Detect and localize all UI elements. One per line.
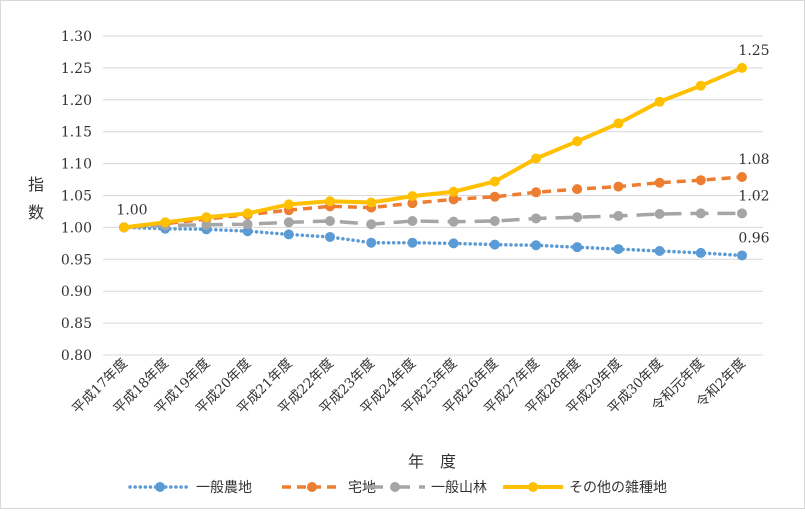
- y-tick-label: 1.30: [61, 29, 92, 45]
- y-tick-label: 0.95: [61, 252, 92, 268]
- legend-item: その他の雑種地: [503, 480, 667, 496]
- data-point: [448, 186, 459, 197]
- legend-label: 一般山林: [431, 480, 487, 496]
- y-tick-label: 1.10: [61, 157, 92, 173]
- legend-label: 宅地: [348, 480, 376, 496]
- data-point: [654, 96, 665, 107]
- data-point: [283, 217, 294, 228]
- legend: 一般農地 宅地 一般山林 その他の雑種地: [128, 480, 667, 496]
- data-point: [613, 118, 624, 129]
- y-tick-label: 1.20: [61, 93, 92, 109]
- data-point: [407, 198, 418, 209]
- data-point: [737, 208, 747, 219]
- legend-item: 宅地: [282, 480, 376, 496]
- y-axis-label-char: 数: [28, 203, 44, 222]
- data-point: [613, 181, 624, 192]
- data-point: [407, 216, 418, 227]
- series-4: [119, 62, 747, 233]
- data-point: [737, 62, 747, 73]
- data-point: [654, 209, 665, 220]
- data-point: [160, 217, 171, 228]
- data-point: [283, 199, 294, 210]
- data-point: [531, 213, 541, 224]
- data-point: [242, 226, 253, 237]
- series-line: [123, 175, 743, 230]
- data-point: [201, 212, 212, 223]
- data-point: [654, 246, 665, 257]
- data-label: 1.25: [738, 43, 769, 59]
- data-point: [489, 191, 500, 202]
- y-tick-label: 0.85: [61, 316, 92, 332]
- data-point: [572, 136, 583, 147]
- data-label: 0.96: [738, 230, 769, 246]
- y-axis-label-char: 指: [28, 175, 44, 194]
- data-point: [407, 191, 418, 202]
- series-line: [122, 225, 744, 258]
- data-point: [119, 222, 129, 233]
- data-point: [695, 80, 706, 91]
- data-point: [407, 237, 418, 248]
- series-lines: [119, 62, 747, 261]
- y-tick-label: 1.15: [61, 125, 92, 141]
- data-point: [489, 176, 500, 187]
- legend-label: 一般農地: [196, 480, 252, 496]
- data-label: 1.00: [116, 202, 147, 218]
- data-point: [448, 238, 459, 249]
- y-tick-label: 1.05: [61, 189, 92, 205]
- data-point: [695, 247, 706, 258]
- legend-item: 一般農地: [128, 480, 252, 496]
- data-point: [737, 250, 747, 261]
- series-1: [119, 222, 747, 261]
- legend-label: その他の雑種地: [569, 480, 667, 496]
- y-axis-label: 指数: [28, 175, 44, 222]
- legend-marker: [155, 482, 165, 492]
- data-point: [572, 212, 583, 223]
- y-tick-label: 0.90: [61, 284, 92, 300]
- data-point: [695, 208, 706, 219]
- data-point: [366, 219, 377, 230]
- data-point: [489, 216, 500, 227]
- data-labels: 1.00 1.25 1.08 1.02 0.96: [116, 43, 769, 247]
- data-point: [613, 244, 624, 255]
- data-point: [242, 219, 253, 230]
- legend-item: 一般山林: [365, 480, 487, 496]
- data-point: [366, 197, 377, 208]
- data-label: 1.08: [738, 152, 769, 168]
- legend-marker: [390, 482, 400, 492]
- series-line: [123, 211, 742, 230]
- data-point: [201, 219, 212, 230]
- data-point: [242, 208, 253, 219]
- data-point: [325, 216, 335, 227]
- data-point: [325, 196, 335, 207]
- x-axis-label: 年 度: [408, 452, 456, 471]
- data-label: 1.02: [738, 188, 769, 204]
- data-point: [283, 229, 294, 240]
- data-point: [448, 194, 459, 205]
- data-point: [325, 231, 335, 242]
- data-point: [531, 153, 541, 164]
- data-point: [366, 237, 377, 248]
- legend-marker: [528, 482, 538, 492]
- legend-marker: [307, 482, 317, 492]
- series-3: [119, 208, 747, 233]
- series-line: [123, 66, 743, 230]
- data-point: [531, 240, 541, 251]
- data-point: [448, 216, 459, 227]
- data-point: [654, 177, 665, 188]
- y-axis-ticks: 1.30 1.25 1.20 1.15 1.10 1.05 1.00 0.95 0.90 0.85…: [61, 29, 92, 364]
- data-point: [695, 175, 706, 186]
- data-point: [572, 184, 583, 195]
- data-point: [572, 242, 583, 253]
- y-tick-label: 0.80: [61, 348, 92, 364]
- y-tick-label: 1.00: [61, 220, 92, 236]
- data-point: [737, 171, 747, 182]
- data-point: [531, 187, 541, 198]
- y-tick-label: 1.25: [61, 61, 92, 77]
- data-point: [489, 239, 500, 250]
- data-point: [613, 210, 624, 221]
